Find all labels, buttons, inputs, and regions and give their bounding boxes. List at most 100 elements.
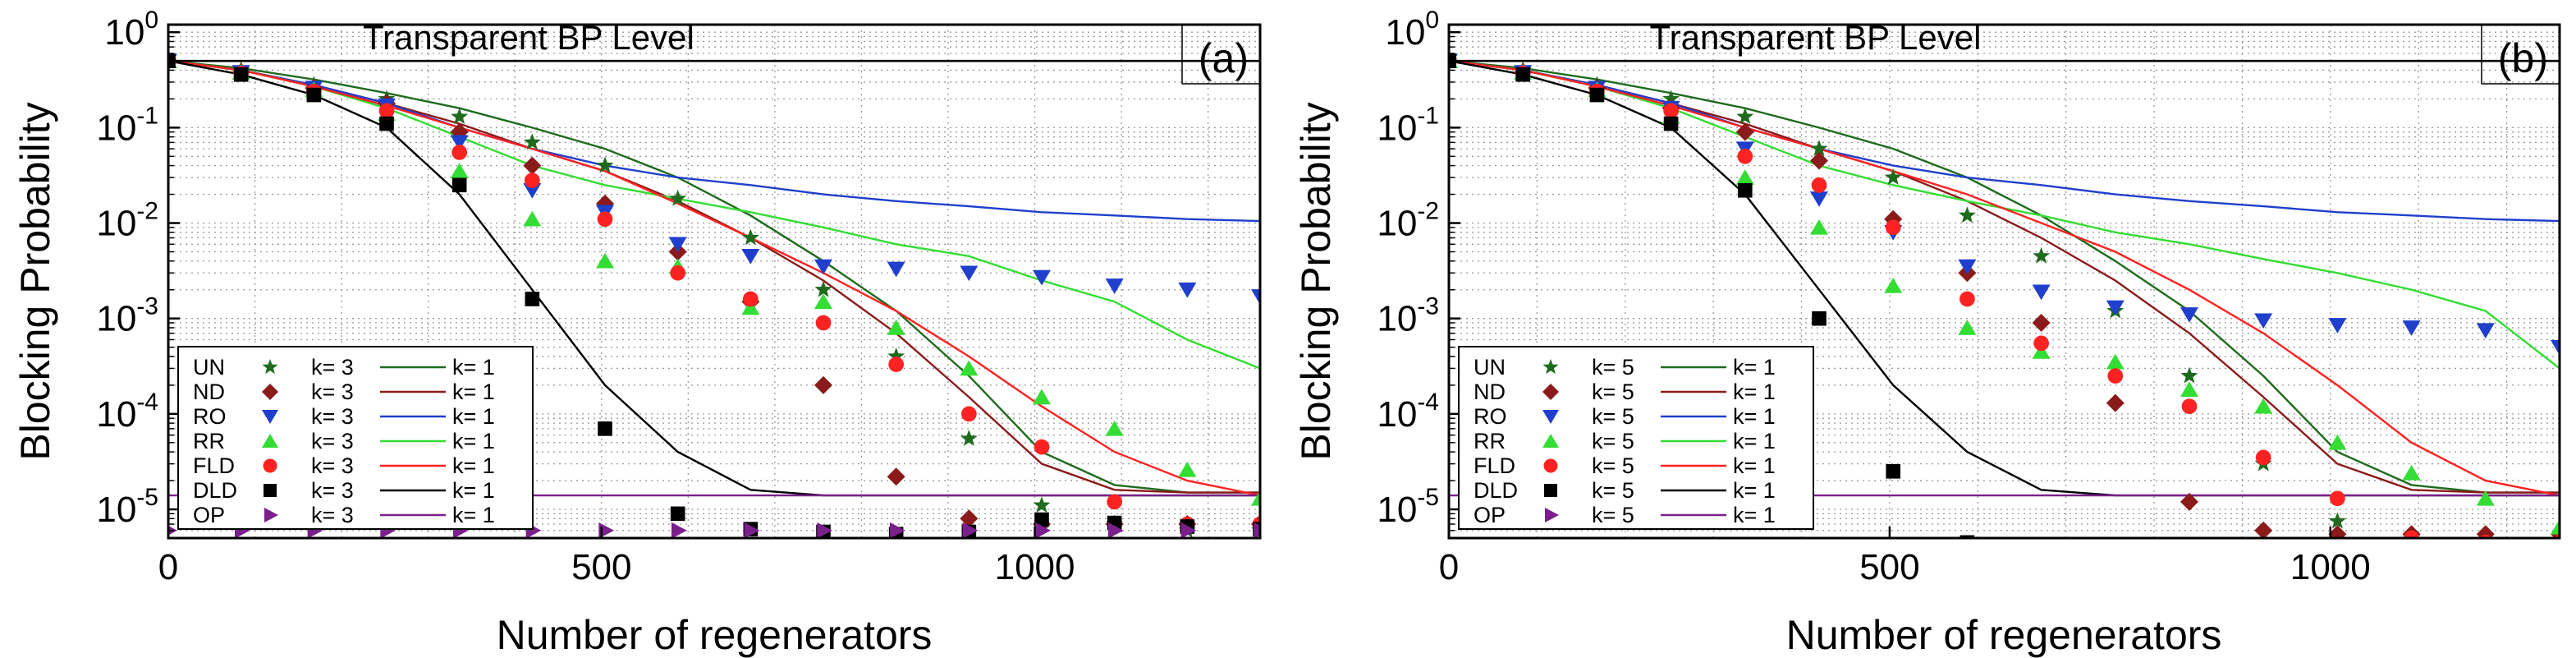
point-rr bbox=[1735, 169, 1754, 185]
x-tick-label: 1000 bbox=[995, 547, 1075, 587]
legend-marker-nd bbox=[262, 384, 278, 400]
point-ro bbox=[523, 182, 542, 199]
point-rr bbox=[1251, 490, 1260, 506]
point-rr bbox=[450, 163, 469, 179]
y-tick-label: 10-3 bbox=[1377, 293, 1439, 339]
point-rr bbox=[1958, 320, 1977, 335]
point-un bbox=[1033, 496, 1051, 513]
point-nd bbox=[2180, 492, 2198, 511]
legend-k-marker: k= 3 bbox=[311, 503, 354, 527]
point-fld bbox=[2181, 398, 2198, 415]
point-op bbox=[962, 522, 979, 538]
point-un bbox=[814, 280, 832, 297]
legend-k-marker: k= 3 bbox=[311, 404, 354, 429]
point-fld bbox=[742, 291, 759, 307]
point-un bbox=[2033, 246, 2051, 264]
point-dld bbox=[670, 506, 685, 522]
series-line-fld bbox=[168, 60, 1260, 497]
chart-panel-b: Transparent BP Level (b)10010-110-210-310… bbox=[1293, 7, 2561, 658]
legend-label: UN bbox=[193, 355, 225, 380]
legend-k-line: k= 1 bbox=[452, 429, 495, 453]
legend-k-line: k= 1 bbox=[452, 453, 495, 478]
legend: UN k= 5 k= 1 ND k= 5 k= 1 RO k= 5 k= 1 RR k= 5 k= 1… bbox=[1458, 346, 1814, 530]
point-un bbox=[2328, 512, 2346, 529]
point-fld bbox=[2330, 490, 2345, 507]
y-tick-label: 10-3 bbox=[96, 293, 158, 339]
legend-k-marker: k= 5 bbox=[1592, 355, 1634, 380]
point-fld bbox=[888, 357, 905, 372]
point-op bbox=[671, 522, 687, 538]
point-dld bbox=[1663, 116, 1679, 131]
point-un bbox=[2180, 366, 2198, 384]
point-ro bbox=[814, 259, 832, 275]
series-line-fld bbox=[1449, 60, 2560, 497]
y-axis-label: Blocking Probability bbox=[1293, 102, 1339, 460]
x-tick-label: 500 bbox=[1859, 547, 1919, 587]
point-nd bbox=[2328, 525, 2347, 538]
legend-marker-dld bbox=[264, 484, 277, 497]
point-fld bbox=[2107, 368, 2124, 384]
legend-k-marker: k= 3 bbox=[311, 355, 354, 380]
legend-label: ND bbox=[1474, 380, 1506, 404]
point-nd bbox=[1810, 151, 1828, 170]
point-ro bbox=[2328, 318, 2347, 334]
point-un bbox=[741, 228, 759, 246]
legend-marker-op bbox=[264, 508, 278, 522]
point-rr bbox=[1810, 219, 1828, 235]
point-ro bbox=[2402, 320, 2421, 336]
y-tick-label: 10-4 bbox=[1377, 389, 1439, 435]
legend-k-marker: k= 3 bbox=[311, 478, 354, 503]
point-nd bbox=[2476, 525, 2495, 538]
legend-k-line: k= 1 bbox=[1733, 429, 1776, 453]
x-axis-label: Number of regenerators bbox=[497, 612, 933, 658]
point-un bbox=[451, 108, 469, 124]
series-line-ro bbox=[168, 60, 1260, 223]
point-fld bbox=[1737, 148, 1753, 164]
point-ro bbox=[2180, 307, 2198, 323]
point-rr bbox=[596, 252, 614, 269]
point-rr bbox=[960, 360, 979, 376]
point-dld bbox=[598, 421, 612, 436]
legend-k-line: k= 1 bbox=[1733, 404, 1776, 429]
point-rr bbox=[741, 299, 760, 315]
legend-k-line: k= 1 bbox=[1733, 380, 1776, 404]
point-op bbox=[744, 522, 760, 538]
legend-k-line: k= 1 bbox=[1733, 453, 1776, 478]
point-dld bbox=[1034, 512, 1049, 527]
legend-marker-nd bbox=[1542, 384, 1559, 400]
legend-k-marker: k= 3 bbox=[311, 453, 354, 478]
point-dld bbox=[1812, 311, 1827, 326]
point-dld bbox=[233, 67, 249, 82]
x-axis-label: Number of regenerators bbox=[1786, 612, 2222, 658]
legend-label: FLD bbox=[1474, 453, 1515, 478]
x-tick-label: 0 bbox=[158, 547, 178, 587]
point-rr bbox=[1033, 389, 1051, 405]
legend-k-line: k= 1 bbox=[452, 478, 495, 503]
point-nd bbox=[814, 375, 832, 394]
point-dld bbox=[451, 177, 467, 193]
point-fld bbox=[1885, 219, 1901, 236]
point-fld bbox=[960, 406, 977, 422]
point-un bbox=[1662, 90, 1680, 107]
point-ro bbox=[2032, 284, 2051, 301]
point-un bbox=[1958, 206, 1976, 223]
legend-marker-rr bbox=[262, 434, 278, 448]
point-rr bbox=[814, 293, 832, 310]
point-op bbox=[1035, 522, 1051, 538]
legend-label: RR bbox=[193, 429, 225, 453]
y-tick-label: 10-2 bbox=[96, 198, 158, 244]
y-tick-label: 10-5 bbox=[1377, 484, 1439, 530]
point-op bbox=[817, 522, 832, 538]
legend-label: RO bbox=[1474, 404, 1507, 429]
legend-label: DLD bbox=[193, 478, 237, 503]
legend-k-line: k= 1 bbox=[1733, 503, 1776, 527]
legend-k-line: k= 1 bbox=[1733, 478, 1776, 503]
legend-box bbox=[1458, 346, 1814, 530]
point-ro bbox=[2551, 339, 2560, 356]
point-ro bbox=[668, 237, 687, 253]
legend-marker-un bbox=[262, 359, 278, 375]
legend-label: ND bbox=[193, 380, 225, 404]
point-dld bbox=[1960, 535, 1975, 538]
point-fld bbox=[1107, 494, 1123, 510]
